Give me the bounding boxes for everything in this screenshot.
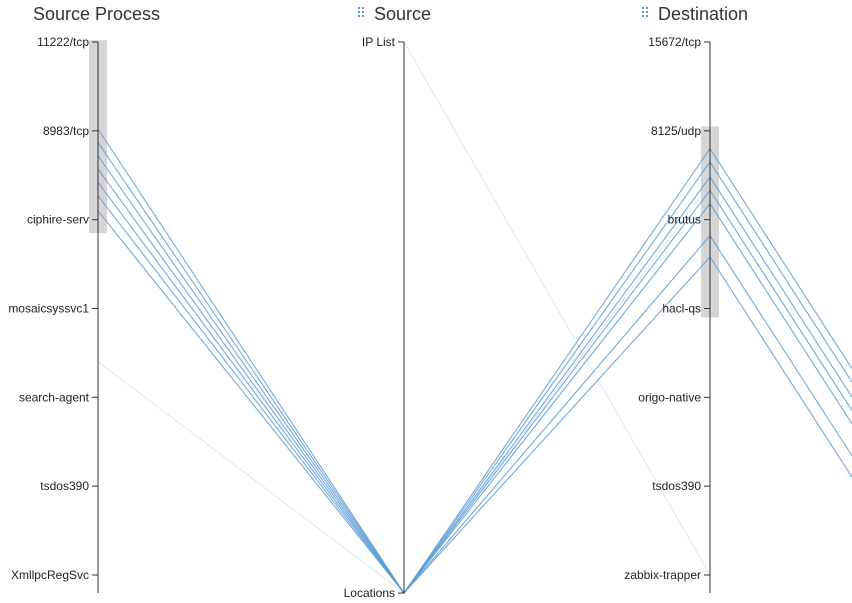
tick-label: tsdos390 <box>40 479 89 493</box>
tick-label: 8125/udp <box>651 124 701 138</box>
axis-source: IP List Locations <box>344 35 405 600</box>
tick-label: mosaicsyssvc1 <box>8 302 89 316</box>
faded-line <box>403 183 711 594</box>
tick-label: brutus <box>668 213 701 227</box>
tick-label: XmllpcRegSvc <box>11 568 89 582</box>
axis-destination: 15672/tcp 8125/udp brutus hacl-qs origo-nati… <box>624 35 711 593</box>
tick-label: 15672/tcp <box>648 35 701 49</box>
data-line <box>97 182 852 594</box>
data-line <box>97 142 852 594</box>
drag-handle-icon[interactable] <box>358 7 366 19</box>
data-line <box>97 195 852 594</box>
tick-label: origo-native <box>638 390 701 404</box>
tick-label: 8983/tcp <box>43 124 89 138</box>
axis-title-source-process: Source Process <box>33 4 160 25</box>
data-line <box>97 128 852 594</box>
faded-line <box>403 41 711 576</box>
axis-title-source-label: Source <box>374 4 432 24</box>
axis-title-source[interactable]: Source <box>358 4 431 25</box>
tick-label: zabbix-trapper <box>624 568 701 582</box>
tick-label: search-agent <box>19 390 90 404</box>
tick-label: ciphire-serv <box>27 213 89 227</box>
axis-source-process: 11222/tcp 8983/tcp ciphire-serv mosaicsyssv… <box>8 35 99 593</box>
tick-label: 11222/tcp <box>37 35 89 49</box>
faded-line <box>97 361 405 594</box>
axis-title-source-process-label: Source Process <box>33 4 161 24</box>
tick-label: tsdos390 <box>652 479 701 493</box>
data-line <box>97 155 852 594</box>
data-line <box>97 168 852 594</box>
data-line <box>97 210 852 594</box>
axis-title-destination[interactable]: Destination <box>642 4 748 25</box>
axis-title-destination-label: Destination <box>658 4 749 24</box>
drag-handle-icon[interactable] <box>642 7 650 19</box>
tick-label: hacl-qs <box>662 302 701 316</box>
faded-lines <box>97 41 711 594</box>
tick-label: Locations <box>344 586 395 600</box>
selected-lines <box>97 128 852 594</box>
tick-label: IP List <box>362 35 396 49</box>
